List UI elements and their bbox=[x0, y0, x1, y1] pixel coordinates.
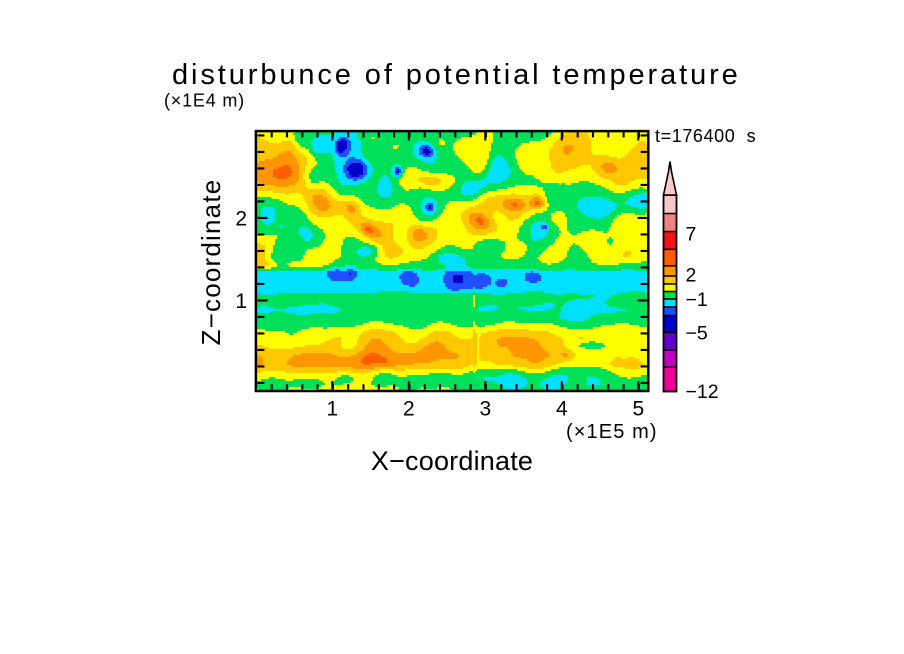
svg-text:disturbunce of potential tempe: disturbunce of potential temperature bbox=[172, 59, 741, 91]
svg-text:2: 2 bbox=[686, 265, 697, 287]
svg-text:(×1E5 m): (×1E5 m) bbox=[566, 421, 658, 443]
svg-text:1: 1 bbox=[235, 290, 247, 313]
svg-text:2: 2 bbox=[235, 207, 247, 230]
svg-text:X−coordinate: X−coordinate bbox=[371, 446, 533, 476]
svg-text:3: 3 bbox=[479, 397, 491, 420]
svg-text:Z−coordinate: Z−coordinate bbox=[196, 179, 226, 346]
svg-text:4: 4 bbox=[556, 397, 568, 420]
svg-text:−1: −1 bbox=[686, 289, 708, 311]
svg-text:5: 5 bbox=[632, 397, 644, 420]
svg-text:1: 1 bbox=[326, 397, 338, 420]
svg-text:2: 2 bbox=[403, 397, 415, 420]
svg-text:t=176400 s: t=176400 s bbox=[655, 126, 756, 146]
svg-text:(×1E4 m): (×1E4 m) bbox=[164, 91, 245, 111]
svg-text:−12: −12 bbox=[686, 381, 719, 403]
svg-text:−5: −5 bbox=[686, 323, 708, 345]
svg-text:7: 7 bbox=[686, 223, 697, 245]
